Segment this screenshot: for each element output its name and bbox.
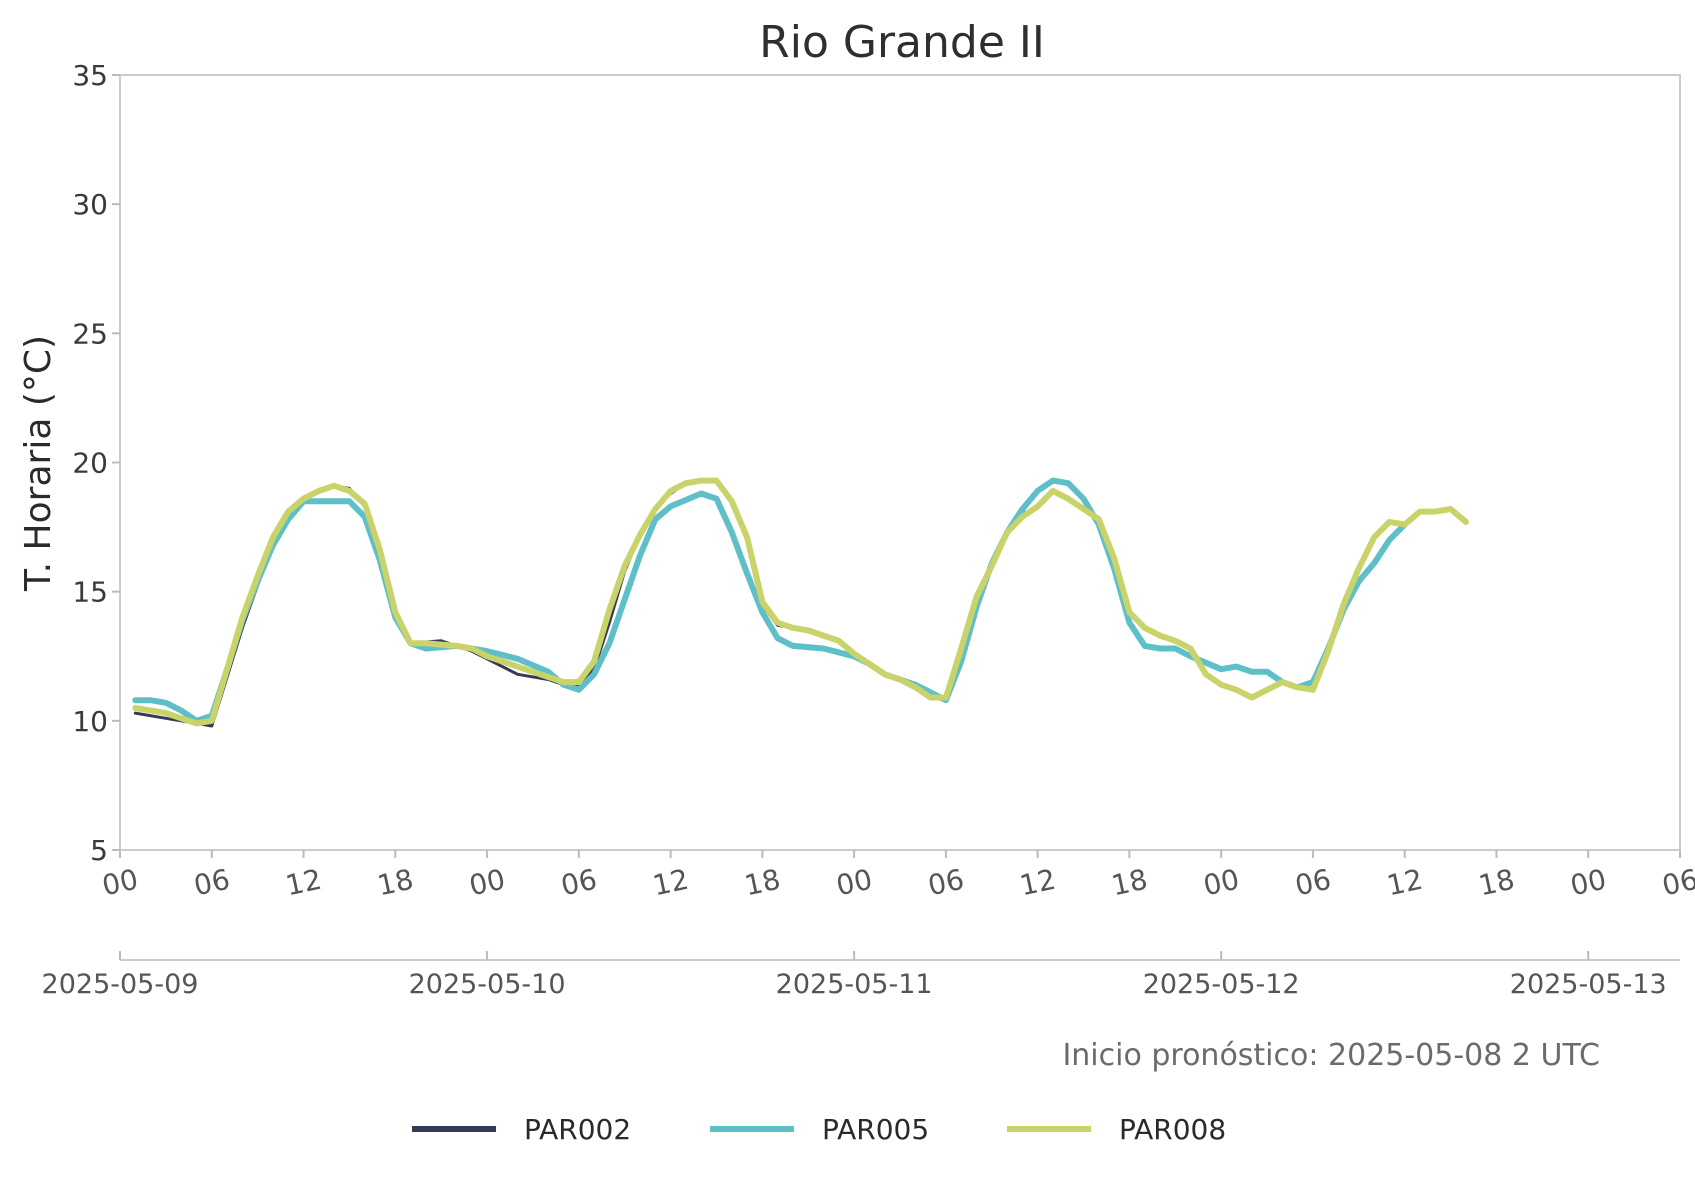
x-tick-label: 18 [1476,863,1518,903]
x-tick-label: 00 [833,863,875,903]
series-line-par005 [132,477,1408,724]
date-tick-label: 2025-05-13 [1510,969,1667,1000]
y-tick-label: 30 [72,188,108,221]
x-tick-label: 00 [1567,863,1609,903]
legend: PAR002 PAR005 PAR008 [412,1113,1226,1146]
x-tick-label: 06 [1292,863,1334,903]
y-tick-label: 10 [72,705,108,738]
series-lines [132,477,1469,728]
x-tick-label: 06 [925,863,967,903]
x-tick-label: 12 [283,863,325,903]
x-tick-label: 12 [650,863,692,903]
y-tick-label: 25 [72,317,108,350]
x-axis-hour-ticks: 00 06 12 18 00 06 12 18 00 06 12 18 00 06 12 18 00 06 [99,850,1695,902]
date-tick-label: 2025-05-12 [1143,969,1300,1000]
chart-title: Rio Grande II [759,17,1045,68]
date-tick-label: 2025-05-11 [776,969,933,1000]
x-tick-label: 12 [1017,863,1059,903]
date-tick-label: 2025-05-09 [42,969,199,1000]
forecast-start-annotation: Inicio pronóstico: 2025-05-08 2 UTC [1062,1038,1600,1073]
plot-frame [119,74,1681,851]
y-axis-ticks: 5 10 15 20 25 30 35 [72,59,120,867]
x-tick-label: 12 [1384,863,1426,903]
x-tick-label: 00 [1200,863,1242,903]
x-tick-label: 06 [1659,863,1695,903]
legend-label: PAR002 [524,1113,631,1146]
y-tick-label: 5 [90,834,108,867]
y-tick-label: 15 [72,576,108,609]
y-axis-label: T. Horaria (°C) [18,335,59,592]
x-tick-label: 18 [742,863,784,903]
series-line-par008 [132,477,1469,727]
legend-label: PAR008 [1119,1113,1226,1146]
x-axis-date-ticks: 2025-05-09 2025-05-10 2025-05-11 2025-05-12… [42,951,1667,1000]
x-tick-label: 00 [466,863,508,903]
y-tick-label: 20 [72,447,108,480]
y-tick-label: 35 [72,59,108,92]
x-tick-label: 00 [99,863,141,903]
legend-label: PAR005 [822,1113,929,1146]
x-tick-label: 06 [191,863,233,903]
x-tick-label: 18 [1109,863,1151,903]
x-tick-label: 06 [558,863,600,903]
date-tick-label: 2025-05-10 [409,969,566,1000]
x-tick-label: 18 [375,863,417,903]
